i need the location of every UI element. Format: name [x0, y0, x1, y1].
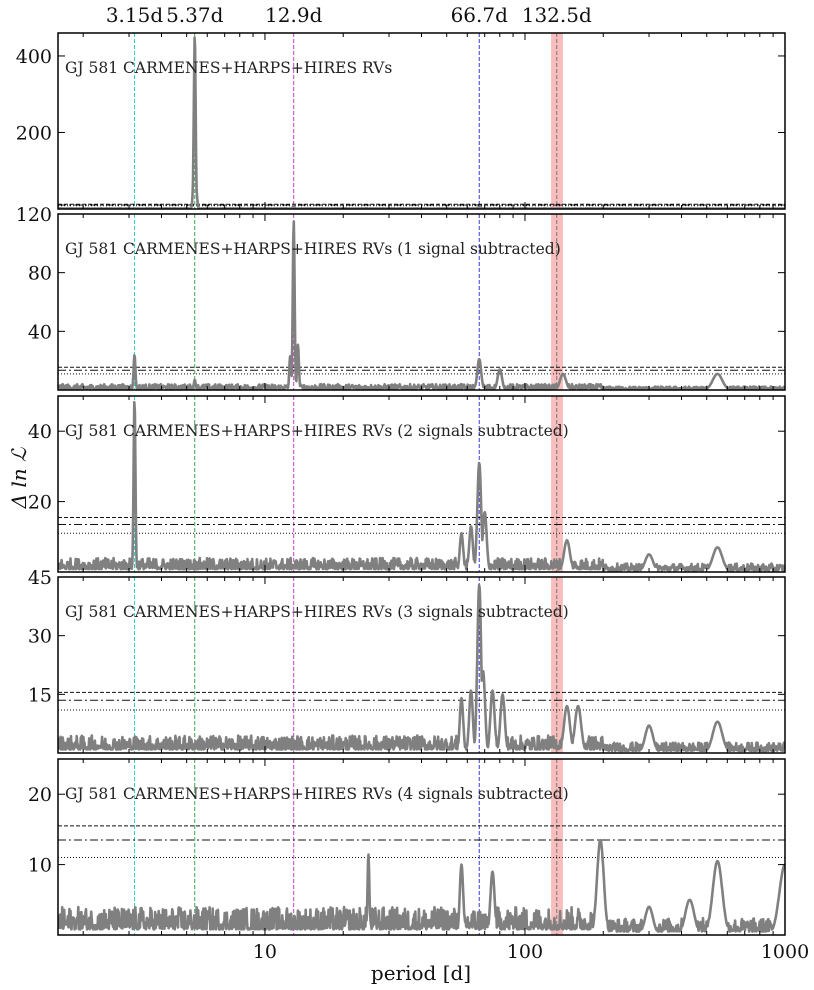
- periodogram-curve: [58, 583, 785, 753]
- panel-plot-area: [58, 396, 785, 572]
- y-tick-label-2: 120: [16, 204, 52, 226]
- panel-title: GJ 581 CARMENES+HARPS+HIRES RVs (3 signa…: [65, 603, 569, 621]
- panel-1: 200 400 GJ 581 CARMENES+HARPS+HIRES RVs: [16, 32, 786, 210]
- x-tick-label-2: 1000: [761, 941, 809, 963]
- periodogram-curve: [58, 220, 785, 390]
- panel-title: GJ 581 CARMENES+HARPS+HIRES RVs (4 signa…: [65, 785, 569, 803]
- panel-5: 10 20 GJ 581 CARMENES+HARPS+HIRES RVs (4 s…: [28, 758, 786, 936]
- x-tick-label-0: 10: [253, 941, 277, 963]
- reference-period-label-4: 132.5d: [522, 3, 592, 27]
- y-tick-label-1: 400: [16, 46, 52, 68]
- x-axis: 10 100 1000: [253, 941, 809, 963]
- panel-title: GJ 581 CARMENES+HARPS+HIRES RVs: [65, 59, 392, 77]
- y-tick-label-0: 15: [28, 684, 52, 706]
- y-tick-label-2: 45: [28, 567, 52, 589]
- panel-2: 40 80 120 GJ 581 CARMENES+HARPS+HIRES RVs (…: [16, 204, 786, 391]
- reference-period-label-0: 3.15d: [106, 3, 164, 27]
- y-axis-title: Δ ln ℒ: [7, 447, 31, 509]
- reference-period-label-3: 66.7d: [451, 3, 509, 27]
- panel-plot-area: [58, 577, 785, 753]
- x-tick-label-1: 100: [507, 941, 543, 963]
- periodogram-curve: [58, 838, 785, 933]
- x-axis-title: period [d]: [371, 961, 471, 985]
- panel-plot-area: [58, 759, 785, 935]
- panel-title: GJ 581 CARMENES+HARPS+HIRES RVs (1 signa…: [65, 240, 561, 258]
- reference-period-label-1: 5.37d: [166, 3, 224, 27]
- y-tick-label-0: 40: [28, 321, 52, 343]
- reference-period-labels: 3.15d 5.37d 12.9d 66.7d 132.5d: [106, 3, 592, 27]
- y-tick-label-0: 20: [28, 492, 52, 514]
- y-tick-label-1: 40: [28, 421, 52, 443]
- panel-3: 20 40 GJ 581 CARMENES+HARPS+HIRES RVs (2 s…: [28, 395, 786, 573]
- y-tick-label-0: 10: [28, 855, 52, 877]
- panel-4: 15 30 45 GJ 581 CARMENES+HARPS+HIRES RVs (3…: [28, 567, 786, 754]
- panel-plot-area: [58, 214, 785, 390]
- y-tick-label-1: 30: [28, 626, 52, 648]
- y-tick-label-0: 200: [16, 122, 52, 144]
- panel-title: GJ 581 CARMENES+HARPS+HIRES RVs (2 signa…: [65, 422, 569, 440]
- reference-period-label-2: 12.9d: [265, 3, 323, 27]
- y-tick-label-1: 20: [28, 784, 52, 806]
- y-tick-label-1: 80: [28, 263, 52, 285]
- periodogram-panels: 200 400 GJ 581 CARMENES+HARPS+HIRES RVs 40 8…: [16, 32, 786, 936]
